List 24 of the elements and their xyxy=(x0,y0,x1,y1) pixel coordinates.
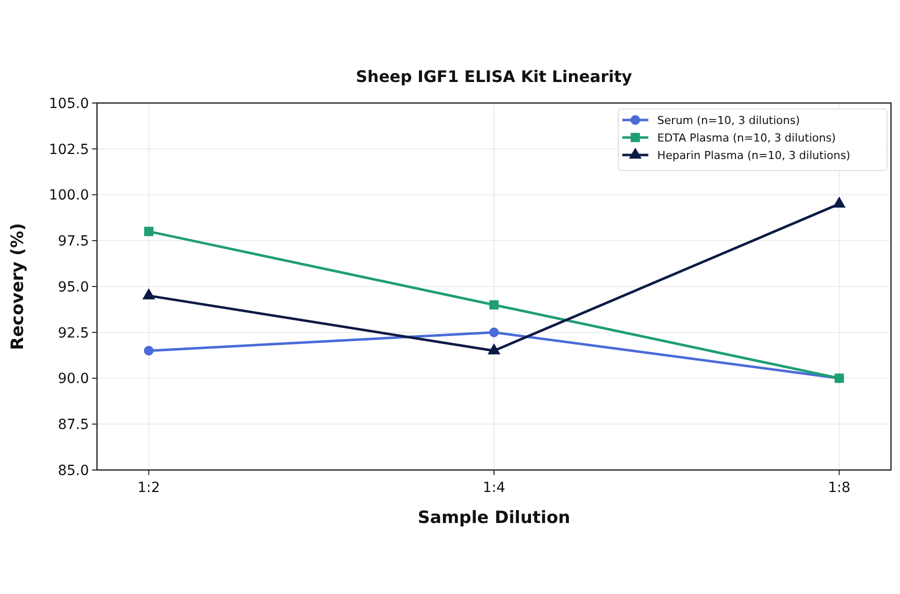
point xyxy=(489,300,499,310)
point xyxy=(144,226,154,236)
y-tick-label: 100.0 xyxy=(48,188,89,204)
y-tick-label: 105.0 xyxy=(48,96,89,112)
legend-label: EDTA Plasma (n=10, 3 dilutions) xyxy=(657,131,836,144)
x-tick-label: 1:8 xyxy=(828,480,850,496)
y-tick-label: 90.0 xyxy=(58,371,89,388)
x-tick-label: 1:4 xyxy=(482,480,506,496)
y-tick-label: 85.0 xyxy=(58,462,89,479)
point xyxy=(142,288,155,300)
y-tick-label: 97.5 xyxy=(58,234,89,250)
y-tick-label: 102.5 xyxy=(48,142,89,158)
x-tick-label: 1:2 xyxy=(138,480,160,496)
point xyxy=(144,346,154,356)
y-tick-label: 95.0 xyxy=(58,279,89,296)
legend-label: Heparin Plasma (n=10, 3 dilutions) xyxy=(657,148,850,162)
y-tick-label: 87.5 xyxy=(58,417,89,434)
point xyxy=(833,196,846,208)
chart-title: Sheep IGF1 ELISA Kit Linearity xyxy=(356,67,633,86)
y-axis-title: Recovery (%) xyxy=(8,223,28,350)
x-axis-title: Sample Dilution xyxy=(418,508,570,528)
y-tick-label: 92.5 xyxy=(58,325,89,342)
point xyxy=(489,328,499,338)
legend-label: Serum (n=10, 3 dilutions) xyxy=(657,114,800,127)
